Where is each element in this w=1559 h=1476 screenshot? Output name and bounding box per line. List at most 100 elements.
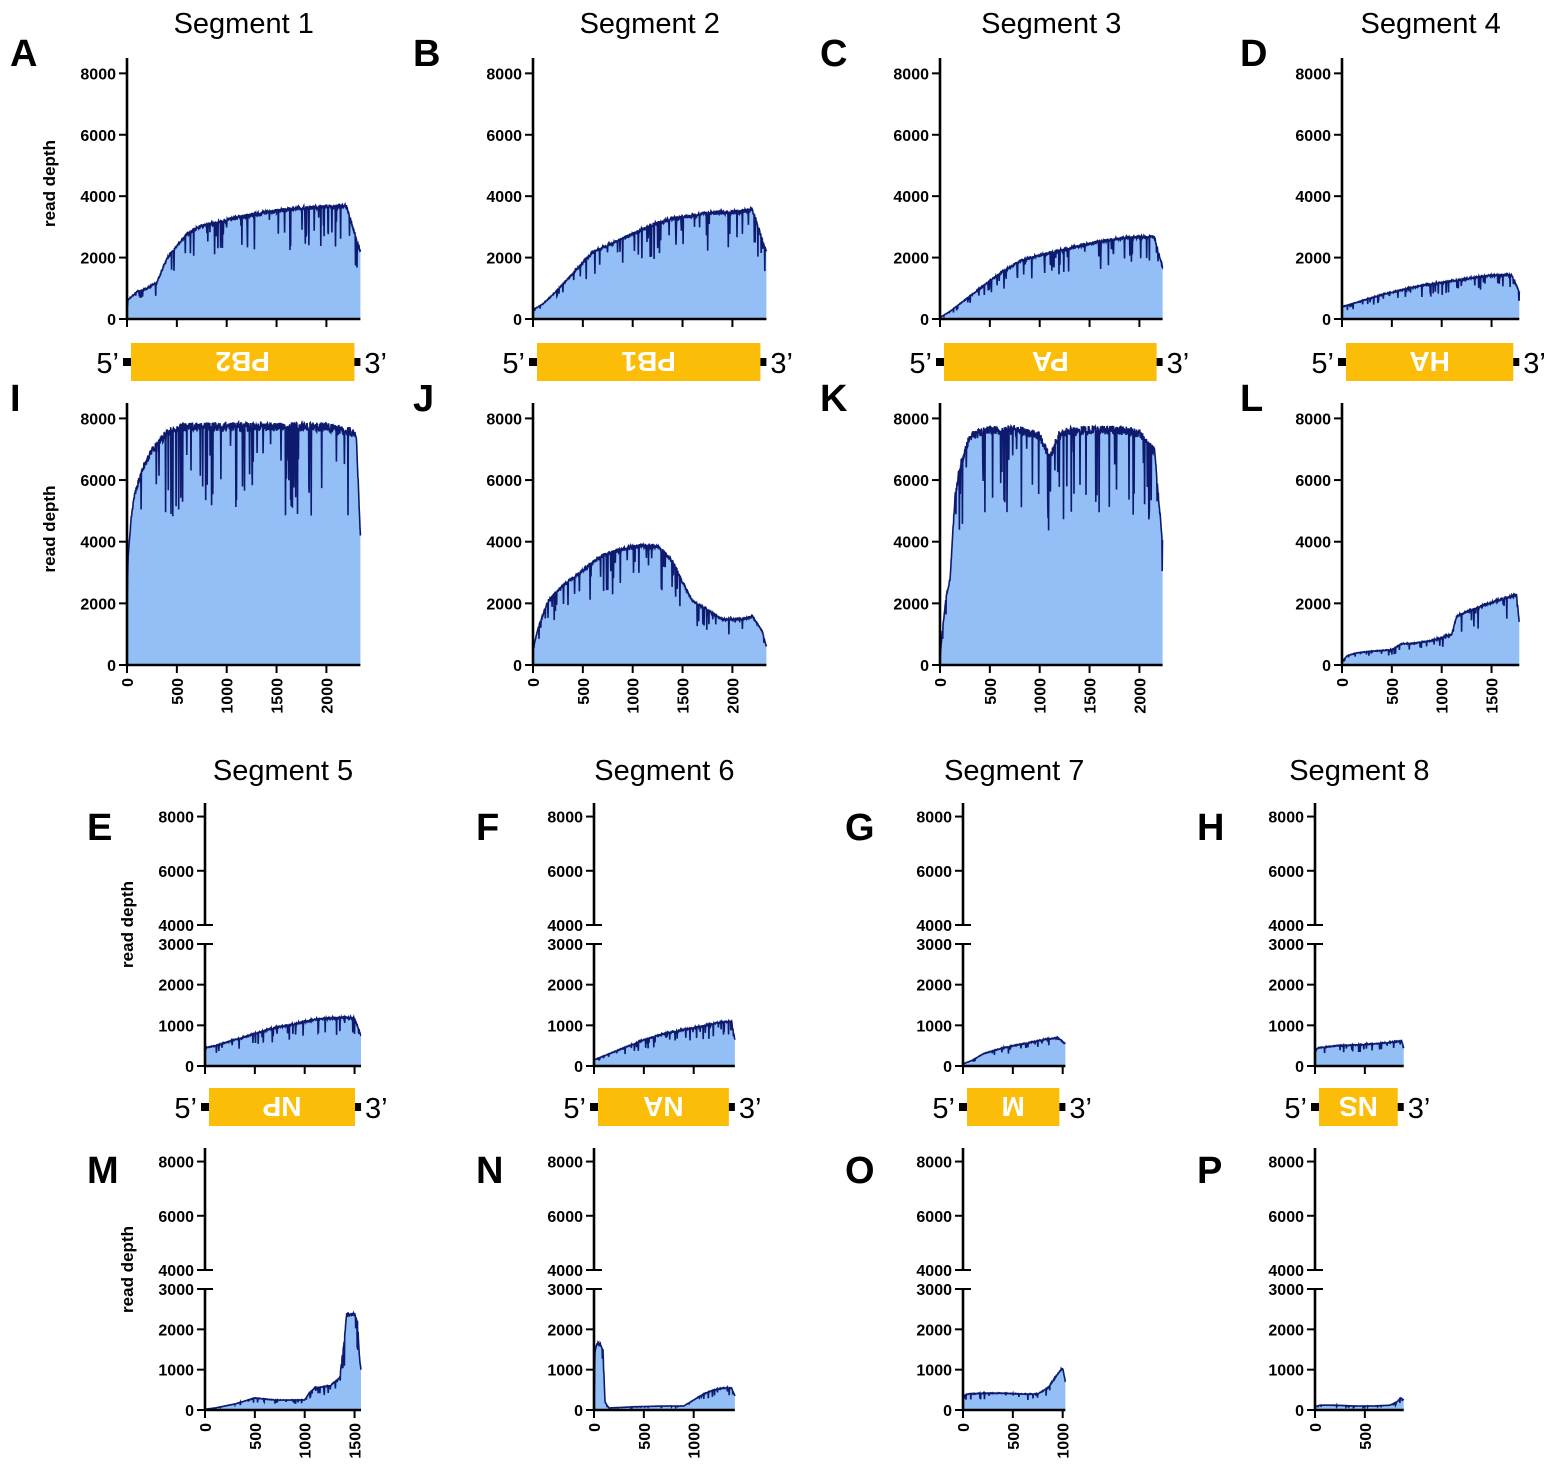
x-tick-label: 1000 <box>298 1423 315 1459</box>
y-tick-label: 2000 <box>1268 978 1304 995</box>
utr-marker <box>959 1103 967 1111</box>
panel-A: 02000400060008000Aread depthSegment 15’ 3… <box>10 8 387 381</box>
y-tick-label: 2000 <box>486 251 522 268</box>
y-tick-label: 3000 <box>1268 1282 1304 1299</box>
coverage-area <box>127 204 360 319</box>
coverage-area <box>963 1037 1065 1066</box>
panel-letter: M <box>87 1150 119 1192</box>
y-tick-label: 8000 <box>486 66 522 83</box>
y-tick-label: 1000 <box>158 1018 194 1035</box>
panel-letter: F <box>476 807 499 849</box>
y-tick-label: 6000 <box>486 128 522 145</box>
utr-marker <box>1311 1103 1319 1111</box>
utr-marker <box>729 1103 735 1111</box>
y-tick-label: 4000 <box>916 1263 952 1280</box>
y-tick-label: 8000 <box>158 1155 194 1172</box>
x-tick-label: 1000 <box>220 678 237 714</box>
y-tick-label: 8000 <box>547 810 583 827</box>
y-tick-label: 8000 <box>1295 66 1331 83</box>
y-tick-label: 0 <box>574 1403 583 1420</box>
segment-title: Segment 7 <box>944 755 1084 787</box>
panel-K: 020004000600080000 500 1000 1500 2000K <box>820 378 1163 714</box>
y-tick-label: 6000 <box>916 864 952 881</box>
y-tick-label: 0 <box>943 1059 952 1076</box>
x-tick-label: 500 <box>576 678 593 705</box>
y-tick-label: 2000 <box>486 596 522 613</box>
y-tick-label: 8000 <box>158 810 194 827</box>
three-prime-label: 3’ <box>1523 348 1546 380</box>
y-tick-label: 4000 <box>486 535 522 552</box>
gene-name: HA <box>1409 346 1449 377</box>
x-tick-label: 0 <box>587 1423 604 1432</box>
y-tick-label: 4000 <box>158 918 194 935</box>
panel-E: 4000600080000100020003000Eread depthSegm… <box>87 755 388 1126</box>
x-tick-label: 0 <box>1335 678 1352 687</box>
y-tick-label: 8000 <box>80 66 116 83</box>
panel-M: 40006000800001000200030000 500 1000 1500Mre… <box>87 1148 365 1459</box>
three-prime-label: 3’ <box>365 1093 388 1125</box>
panel-letter: G <box>845 807 875 849</box>
y-tick-label: 1000 <box>916 1018 952 1035</box>
x-tick-label: 1000 <box>1056 1423 1073 1459</box>
x-tick-label: 0 <box>956 1423 973 1432</box>
y-tick-label: 0 <box>920 312 929 329</box>
y-tick-label: 4000 <box>1268 1263 1304 1280</box>
panel-H: 4000600080000100020003000HSegment 85’ 3’N… <box>1197 755 1430 1126</box>
x-tick-label: 1500 <box>1083 678 1100 714</box>
y-tick-label: 6000 <box>80 473 116 490</box>
x-tick-label: 0 <box>933 678 950 687</box>
segment-title: Segment 5 <box>213 755 353 787</box>
y-tick-label: 4000 <box>547 918 583 935</box>
y-tick-label: 0 <box>574 1059 583 1076</box>
x-tick-label: 2000 <box>725 678 742 714</box>
y-tick-label: 8000 <box>80 411 116 428</box>
y-tick-label: 2000 <box>547 1322 583 1339</box>
gene-diagram-PA: 5’ 3’ PA <box>909 343 1189 381</box>
y-tick-label: 0 <box>513 658 522 675</box>
five-prime-label: 5’ <box>174 1093 197 1125</box>
utr-marker <box>354 358 360 366</box>
panel-L: 0 2000 4000 6000 8000 0 500 1000 1500 L <box>1240 378 1519 714</box>
five-prime-label: 5’ <box>1311 348 1334 380</box>
utr-marker <box>760 358 766 366</box>
y-tick-label: 6000 <box>547 864 583 881</box>
utr-marker <box>123 358 131 366</box>
panel-letter: A <box>10 33 37 75</box>
y-tick-label: 1000 <box>916 1363 952 1380</box>
y-tick-label: 2000 <box>1295 251 1331 268</box>
y-tick-label: 6000 <box>1295 128 1331 145</box>
five-prime-label: 5’ <box>932 1093 955 1125</box>
y-tick-label: 8000 <box>1268 810 1304 827</box>
y-tick-label: 2000 <box>80 251 116 268</box>
gene-name: NS <box>1339 1091 1378 1122</box>
y-tick-label: 6000 <box>1295 473 1331 490</box>
y-tick-label: 8000 <box>893 66 929 83</box>
utr-marker <box>1398 1103 1404 1111</box>
panel-letter: I <box>10 378 21 420</box>
panel-letter: E <box>87 807 112 849</box>
segment-title: Segment 4 <box>1361 8 1501 40</box>
gene-diagram-NS: 5’ 3’ NS <box>1284 1088 1430 1126</box>
x-tick-label: 500 <box>637 1423 654 1450</box>
five-prime-label: 5’ <box>502 348 525 380</box>
panel-B: 02000400060008000BSegment 25’ 3’PB1 <box>413 8 793 381</box>
y-tick-label: 2000 <box>1268 1322 1304 1339</box>
y-tick-label: 4000 <box>486 189 522 206</box>
gene-diagram-HA: 5’ 3’ HA <box>1311 343 1545 381</box>
y-tick-label: 0 <box>1322 312 1331 329</box>
y-tick-label: 2000 <box>158 1322 194 1339</box>
y-tick-label: 0 <box>1295 1059 1304 1076</box>
y-tick-label: 4000 <box>547 1263 583 1280</box>
x-tick-label: 500 <box>170 678 187 705</box>
y-tick-label: 4000 <box>1295 535 1331 552</box>
segment-title: Segment 3 <box>981 8 1121 40</box>
y-tick-label: 0 <box>107 658 116 675</box>
utr-marker <box>529 358 537 366</box>
y-tick-label: 1000 <box>547 1363 583 1380</box>
gene-diagram-PB2: 5’ 3’PB2 <box>96 343 387 381</box>
utr-marker <box>355 1103 361 1111</box>
utr-marker <box>590 1103 598 1111</box>
gene-diagram-NP: 5’ 3’NP <box>174 1088 387 1126</box>
panel-D: 02000400060008000DSegment 45’ 3’HA <box>1240 8 1546 381</box>
